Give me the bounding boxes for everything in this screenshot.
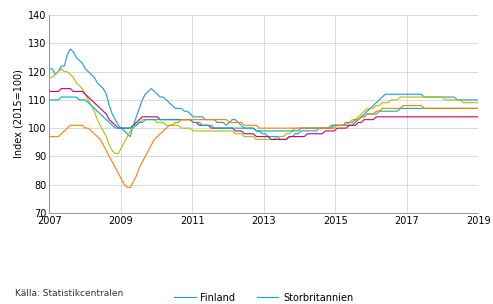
Line: Sverige: Sverige [49,69,478,154]
Tyskland [355,118,361,122]
Storbritannien [79,98,85,102]
Finland [79,61,85,65]
Finland [68,47,73,51]
Finland [112,118,118,122]
Finland [181,109,187,113]
Sverige [475,101,481,105]
Frankrike [397,115,403,119]
Finland [403,92,409,96]
Sverige [79,87,85,90]
Frankrike [268,138,274,141]
Finland [358,115,364,119]
Tyskland [403,104,409,107]
Storbritannien [475,106,481,110]
Y-axis label: Index (2015=100): Index (2015=100) [14,70,24,158]
Frankrike [358,121,364,124]
Frankrike [112,123,118,127]
Sverige [115,152,121,155]
Sverige [397,95,403,99]
Sverige [46,75,52,79]
Finland [46,67,52,71]
Storbritannien [46,98,52,102]
Sverige [58,67,64,71]
Tyskland [400,104,406,107]
Frankrike [181,118,187,122]
Text: Källa: Statistikcentralen: Källa: Statistikcentralen [15,289,123,298]
Tyskland [76,123,82,127]
Storbritannien [58,95,64,99]
Sverige [403,95,409,99]
Line: Storbritannien: Storbritannien [49,97,478,131]
Tyskland [46,135,52,138]
Storbritannien [181,118,187,122]
Tyskland [109,160,115,164]
Legend: Finland, Sverige, Frankrike, Storbritannien, Tyskland: Finland, Sverige, Frankrike, Storbritann… [174,293,353,304]
Line: Finland: Finland [49,49,478,140]
Tyskland [475,106,481,110]
Storbritannien [112,126,118,130]
Frankrike [46,90,52,93]
Storbritannien [358,115,364,119]
Frankrike [403,115,409,119]
Frankrike [79,90,85,93]
Line: Tyskland: Tyskland [49,105,478,187]
Storbritannien [397,106,403,110]
Finland [397,92,403,96]
Frankrike [475,115,481,119]
Sverige [112,152,118,155]
Sverige [184,126,190,130]
Tyskland [181,118,187,122]
Storbritannien [253,129,259,133]
Line: Frankrike: Frankrike [49,88,478,140]
Tyskland [394,106,400,110]
Finland [475,98,481,102]
Finland [277,138,283,141]
Storbritannien [403,106,409,110]
Tyskland [124,185,130,189]
Frankrike [58,87,64,90]
Sverige [358,112,364,116]
